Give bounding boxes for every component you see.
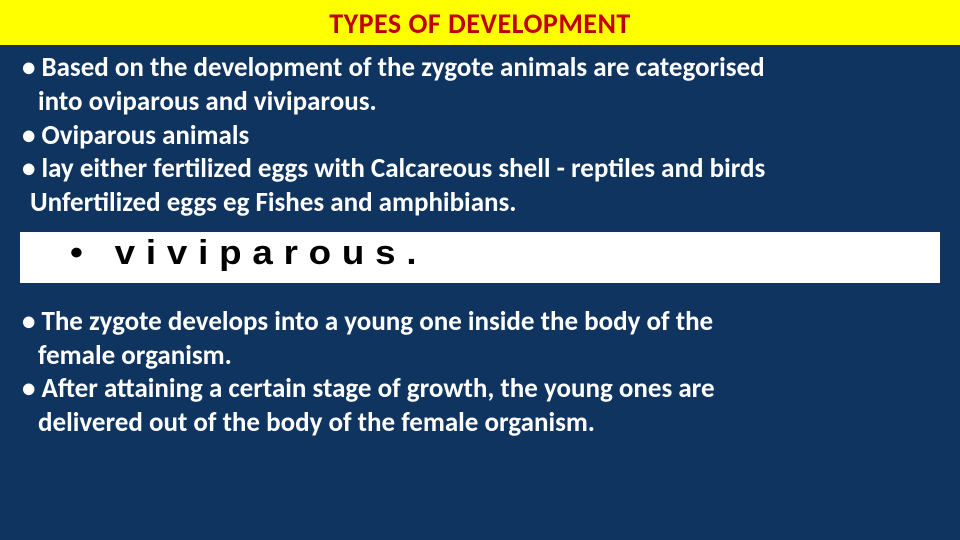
bullet-item: • The zygote develops into a young one i… — [20, 305, 940, 339]
bullet-icon: • — [20, 305, 41, 339]
bullet-icon: • — [20, 51, 41, 85]
viviparous-strip: • viviparous. — [20, 232, 940, 283]
slide-title: TYPES OF DEVELOPMENT — [329, 6, 631, 41]
bullet-text: Oviparous animals — [41, 119, 940, 153]
bullet-text: The zygote develops into a young one ins… — [41, 305, 940, 339]
bullet-text: After attaining a certain stage of growt… — [41, 372, 940, 406]
bullet-continuation: into oviparous and viviparous. — [20, 85, 940, 119]
bullet-continuation: female organism. — [20, 339, 940, 373]
bullet-icon: • — [20, 119, 41, 153]
slide: TYPES OF DEVELOPMENT • Based on the deve… — [0, 0, 960, 540]
bullet-icon: • — [20, 152, 41, 186]
bullet-continuation: delivered out of the body of the female … — [20, 406, 940, 440]
bullet-item: • lay either fertilized eggs with Calcar… — [20, 152, 940, 186]
bullet-text: lay either fertilized eggs with Calcareo… — [41, 152, 940, 186]
bullet-item: • Based on the development of the zygote… — [20, 51, 940, 85]
bullet-icon: • — [70, 234, 94, 272]
bullet-text: Based on the development of the zygote a… — [41, 51, 940, 85]
bullet-block-bottom: • The zygote develops into a young one i… — [20, 305, 940, 440]
bullet-icon: • — [20, 372, 41, 406]
body-area: • Based on the development of the zygote… — [0, 45, 960, 440]
title-bar: TYPES OF DEVELOPMENT — [0, 0, 960, 45]
bullet-block-top: • Based on the development of the zygote… — [20, 51, 940, 220]
strip-text: viviparous. — [115, 234, 428, 272]
bullet-continuation: Unfertilized eggs eg Fishes and amphibia… — [20, 186, 940, 220]
viviparous-label: • viviparous. — [70, 234, 427, 273]
bullet-item: • After attaining a certain stage of gro… — [20, 372, 940, 406]
bullet-item: • Oviparous animals — [20, 119, 940, 153]
